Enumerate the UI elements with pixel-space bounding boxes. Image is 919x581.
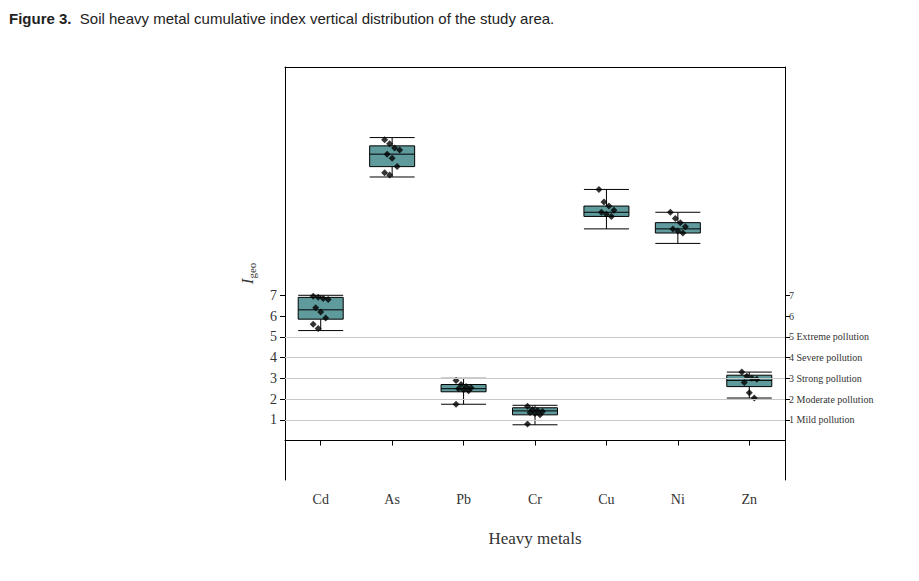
svg-text:Figure 3.: Figure 3. xyxy=(9,10,72,27)
svg-text:Cd: Cd xyxy=(313,492,329,507)
svg-text:5 Extreme pollution: 5 Extreme pollution xyxy=(789,331,869,342)
svg-text:6: 6 xyxy=(270,309,277,324)
svg-text:7: 7 xyxy=(789,290,794,301)
svg-text:5: 5 xyxy=(270,329,277,344)
svg-text:geo: geo xyxy=(246,262,258,278)
svg-text:As: As xyxy=(384,492,400,507)
svg-text:2 Moderate pollution: 2 Moderate pollution xyxy=(789,394,873,405)
svg-text:4 Severe pollution: 4 Severe pollution xyxy=(789,352,862,363)
svg-text:1: 1 xyxy=(270,412,277,427)
svg-text:3: 3 xyxy=(270,371,277,386)
svg-text:4: 4 xyxy=(270,350,277,365)
svg-text:Heavy metals: Heavy metals xyxy=(489,529,582,548)
svg-text:Ni: Ni xyxy=(671,492,685,507)
svg-text:2: 2 xyxy=(270,392,277,407)
svg-text:I: I xyxy=(238,278,257,285)
svg-text:Pb: Pb xyxy=(456,492,471,507)
svg-text:6: 6 xyxy=(789,311,794,322)
svg-text:Zn: Zn xyxy=(742,492,758,507)
svg-text:Cr: Cr xyxy=(528,492,542,507)
svg-text:Soil heavy metal cumulative in: Soil heavy metal cumulative index vertic… xyxy=(72,10,555,27)
svg-text:Cu: Cu xyxy=(598,492,614,507)
svg-text:3 Strong pollution: 3 Strong pollution xyxy=(789,373,862,384)
svg-text:1 Mild pollution: 1 Mild pollution xyxy=(789,414,855,425)
svg-text:7: 7 xyxy=(270,288,277,303)
